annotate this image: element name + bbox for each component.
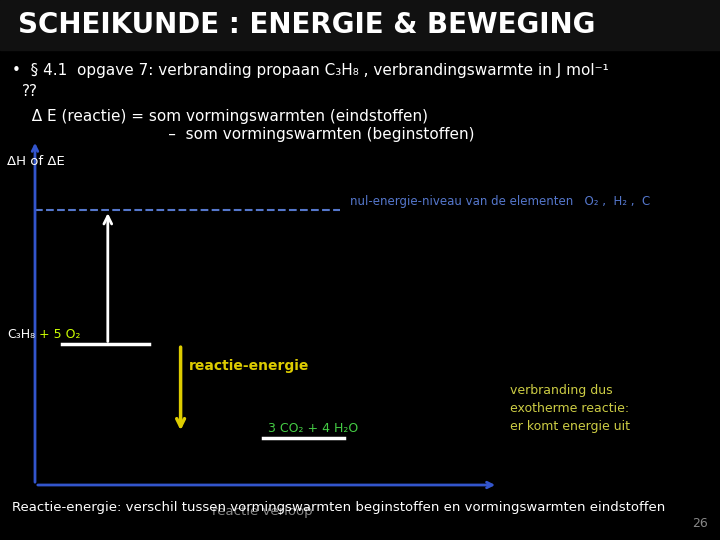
Text: reactie-energie: reactie-energie — [189, 359, 309, 373]
Text: 26: 26 — [692, 517, 708, 530]
Text: •  § 4.1  opgave 7: verbranding propaan C₃H₈ , verbrandingswarmte in J mol⁻¹: • § 4.1 opgave 7: verbranding propaan C₃… — [12, 63, 608, 78]
Bar — [0, 0, 720, 50]
Text: ΔH of ΔE: ΔH of ΔE — [7, 155, 65, 168]
Text: ??: ?? — [22, 84, 38, 99]
Text: + 5 O₂: + 5 O₂ — [35, 328, 81, 341]
Text: Reactie-energie: verschil tussen vormingswarmten beginstoffen en vormingswarmten: Reactie-energie: verschil tussen vorming… — [12, 502, 665, 515]
Text: C₃H₈: C₃H₈ — [7, 328, 35, 341]
Text: verbranding dus
exotherme reactie:
er komt energie uit: verbranding dus exotherme reactie: er ko… — [510, 383, 630, 433]
Text: Δ E (reactie) = som vormingswarmten (eindstoffen): Δ E (reactie) = som vormingswarmten (ein… — [22, 109, 428, 124]
Text: nul-energie-niveau van de elementen   O₂ ,  H₂ ,  C: nul-energie-niveau van de elementen O₂ ,… — [350, 195, 650, 208]
Text: SCHEIKUNDE : ENERGIE & BEWEGING: SCHEIKUNDE : ENERGIE & BEWEGING — [18, 11, 595, 39]
Text: reactie verloop: reactie verloop — [212, 505, 312, 518]
Text: –  som vormingswarmten (beginstoffen): – som vormingswarmten (beginstoffen) — [22, 127, 474, 143]
Text: 3 CO₂ + 4 H₂O: 3 CO₂ + 4 H₂O — [268, 422, 358, 435]
